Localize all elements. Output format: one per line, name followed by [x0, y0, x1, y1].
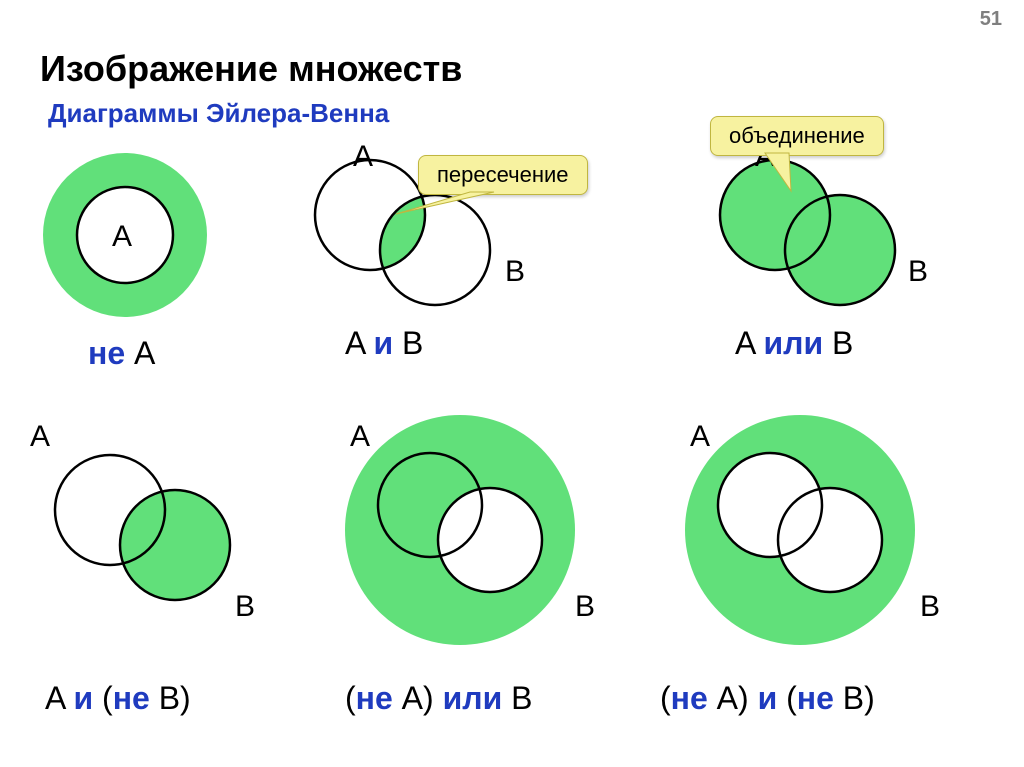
caption-a-and-not-b: A и (не B)	[45, 680, 191, 717]
callout-pointer	[419, 156, 589, 234]
label-b: B	[575, 590, 595, 624]
label-a: A	[30, 420, 50, 454]
label-a: A	[112, 220, 132, 254]
page-subtitle: Диаграммы Эйлера-Венна	[48, 98, 389, 129]
label-a: A	[690, 420, 710, 454]
label-b: B	[920, 590, 940, 624]
callout-union: объединение	[710, 116, 884, 156]
label-a: A	[350, 420, 370, 454]
page-title: Изображение множеств	[40, 48, 462, 90]
callout-pointer	[711, 117, 891, 211]
caption-not-a-or-b: (не A) или B	[345, 680, 532, 717]
label-b: B	[908, 255, 928, 289]
label-b: B	[505, 255, 525, 289]
caption-a-or-b: A или B	[735, 325, 853, 362]
caption-a-and-b: A и B	[345, 325, 423, 362]
label-a: A	[353, 140, 373, 174]
caption-not-a-and-not-b: (не A) и (не B)	[660, 680, 875, 717]
callout-intersection: пересечение	[418, 155, 588, 195]
caption-not-a: не A	[88, 335, 155, 372]
label-b: B	[235, 590, 255, 624]
page-number: 51	[980, 8, 1002, 31]
